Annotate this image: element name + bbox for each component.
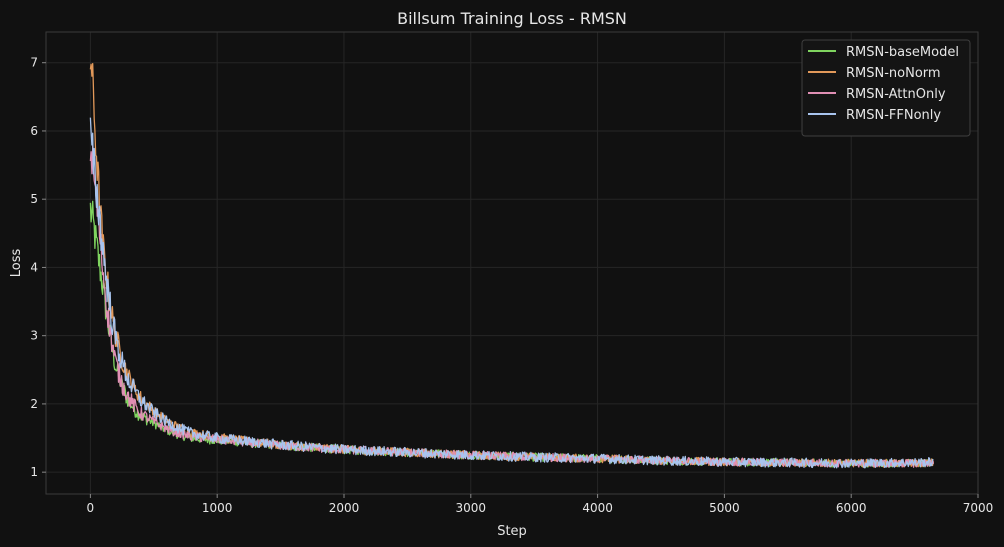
y-axis-label: Loss: [9, 249, 24, 278]
chart-title: Billsum Training Loss - RMSN: [397, 9, 627, 28]
y-tick-label: 5: [30, 192, 38, 206]
y-tick-label: 6: [30, 124, 38, 138]
x-tick-label: 0: [87, 501, 95, 515]
legend-label: RMSN-AttnOnly: [846, 87, 946, 102]
x-tick-label: 1000: [202, 501, 233, 515]
x-tick-label: 7000: [963, 501, 994, 515]
y-tick-label: 3: [30, 329, 38, 343]
x-tick-label: 5000: [709, 501, 740, 515]
x-axis-label: Step: [497, 524, 527, 539]
y-tick-label: 7: [30, 56, 38, 70]
legend-label: RMSN-FFNonly: [846, 108, 941, 123]
series-line-rmsn-ffnonly: [89, 117, 934, 469]
legend-label: RMSN-noNorm: [846, 66, 941, 81]
series-layer: [89, 62, 935, 469]
legend: RMSN-baseModel RMSN-noNorm RMSN-AttnOnly RM…: [801, 39, 971, 137]
y-tick-label: 4: [30, 260, 38, 274]
plot-frame: [45, 31, 979, 495]
legend-label: RMSN-baseModel: [846, 45, 959, 60]
x-tick-label: 2000: [329, 501, 360, 515]
x-tick-label: 3000: [456, 501, 487, 515]
y-tick-label: 1: [30, 465, 38, 479]
x-tick-label: 6000: [836, 501, 867, 515]
y-tick-label: 2: [30, 397, 38, 411]
legend-box: [801, 39, 971, 137]
axis-ticks: 0 1000 2000 3000 4000 5000 6000 7000 1 2 3 4 5 6 7: [30, 56, 993, 515]
x-tick-label: 4000: [582, 501, 613, 515]
